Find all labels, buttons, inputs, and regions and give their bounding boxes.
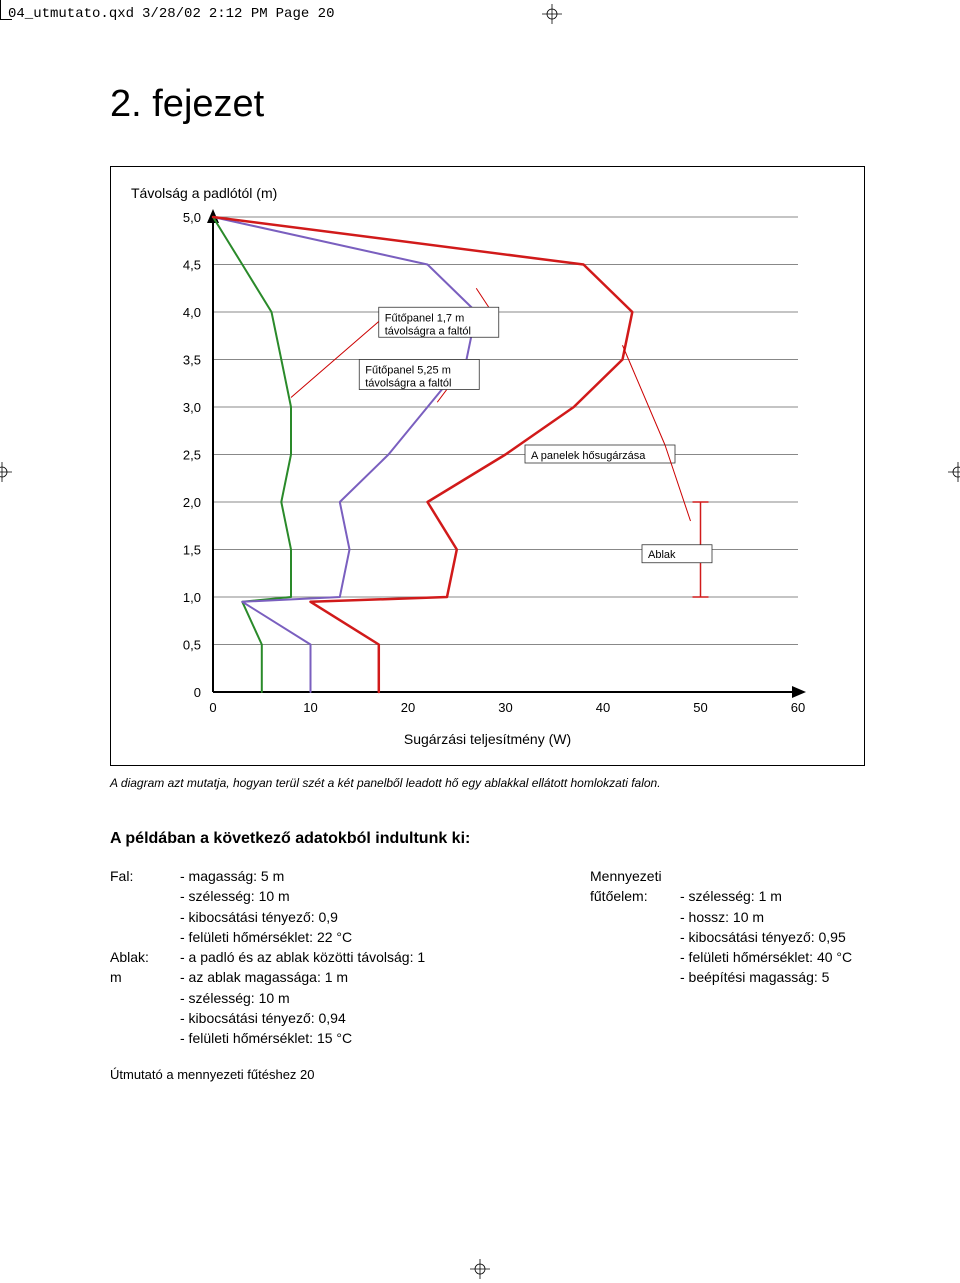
svg-text:5,0: 5,0 bbox=[182, 210, 200, 225]
header-time: 2:12 PM bbox=[209, 6, 268, 22]
svg-text:0,5: 0,5 bbox=[182, 638, 200, 653]
svg-text:Fűtőpanel 1,7 m: Fűtőpanel 1,7 m bbox=[384, 312, 464, 324]
svg-text:távolságra a faltól: távolságra a faltól bbox=[384, 325, 470, 337]
svg-text:4,0: 4,0 bbox=[182, 305, 200, 320]
fal-value-1: - magasság: 5 m bbox=[180, 866, 540, 886]
svg-text:1,5: 1,5 bbox=[182, 543, 200, 558]
svg-text:1,0: 1,0 bbox=[182, 590, 200, 605]
menny-label: Mennyezeti bbox=[590, 866, 680, 886]
svg-text:20: 20 bbox=[400, 700, 414, 715]
svg-text:3,5: 3,5 bbox=[182, 353, 200, 368]
fal-label: Fal: bbox=[110, 866, 180, 886]
r-value-1: - szélesség: 1 m bbox=[680, 886, 865, 906]
registration-mark-bottom bbox=[470, 1259, 490, 1279]
m-label: m bbox=[110, 967, 180, 987]
page-content: 2. fejezet Távolság a padlótól (m) 0 10 20… bbox=[0, 83, 960, 1082]
corner-tick bbox=[0, 0, 12, 20]
svg-text:2,0: 2,0 bbox=[182, 495, 200, 510]
futo-label: fűtőelem: bbox=[590, 886, 680, 906]
ablak-label: Ablak: bbox=[110, 947, 180, 967]
svg-text:A panelek hősugárzása: A panelek hősugárzása bbox=[531, 450, 646, 462]
r-value-4: - felületi hőmérséklet: 40 °C bbox=[680, 947, 865, 967]
r-value-3: - kibocsátási tényező: 0,95 bbox=[680, 927, 865, 947]
chart-frame: Távolság a padlótól (m) 0 10 20 30 40 50 60 0 0,… bbox=[110, 166, 865, 766]
header-filename: 04_utmutato.qxd bbox=[8, 6, 134, 22]
ablak-value-5: - felületi hőmérséklet: 15 °C bbox=[180, 1028, 540, 1048]
svg-text:2,5: 2,5 bbox=[182, 448, 200, 463]
svg-text:4,5: 4,5 bbox=[182, 258, 200, 273]
r-value-5: - beépítési magasság: 5 bbox=[680, 967, 865, 987]
svg-text:60: 60 bbox=[790, 700, 804, 715]
svg-text:távolságra a faltól: távolságra a faltól bbox=[365, 378, 451, 390]
header-page: Page 20 bbox=[276, 6, 335, 22]
registration-mark-top bbox=[542, 4, 562, 24]
svg-text:0: 0 bbox=[209, 700, 216, 715]
svg-text:10: 10 bbox=[303, 700, 317, 715]
ablak-value-3: - szélesség: 10 m bbox=[180, 988, 540, 1008]
x-axis-label: Sugárzási teljesítmény (W) bbox=[131, 731, 844, 747]
example-left-column: Fal: - magasság: 5 m - szélesség: 10 m -… bbox=[110, 866, 540, 1049]
qxd-header: 04_utmutato.qxd 3/28/02 2:12 PM Page 20 bbox=[0, 0, 960, 28]
svg-text:0: 0 bbox=[193, 685, 200, 700]
svg-text:30: 30 bbox=[498, 700, 512, 715]
header-date: 3/28/02 bbox=[142, 6, 201, 22]
page-footer: Útmutató a mennyezeti fűtéshez 20 bbox=[110, 1067, 865, 1082]
fal-value-4: - felületi hőmérséklet: 22 °C bbox=[180, 927, 540, 947]
svg-text:40: 40 bbox=[595, 700, 609, 715]
example-columns: Fal: - magasság: 5 m - szélesség: 10 m -… bbox=[110, 866, 865, 1049]
example-heading: A példában a következő adatokból indultu… bbox=[110, 830, 865, 848]
svg-text:Ablak: Ablak bbox=[648, 549, 676, 561]
svg-text:3,0: 3,0 bbox=[182, 400, 200, 415]
chart-caption: A diagram azt mutatja, hogyan terül szét… bbox=[110, 776, 865, 790]
svg-text:50: 50 bbox=[693, 700, 707, 715]
y-axis-label: Távolság a padlótól (m) bbox=[131, 185, 844, 201]
fal-value-3: - kibocsátási tényező: 0,9 bbox=[180, 907, 540, 927]
ablak-value-1: - a padló és az ablak közötti távolság: … bbox=[180, 947, 540, 967]
ablak-value-2: - az ablak magassága: 1 m bbox=[180, 967, 540, 987]
svg-text:Fűtőpanel 5,25 m: Fűtőpanel 5,25 m bbox=[365, 365, 451, 377]
r-value-2: - hossz: 10 m bbox=[680, 907, 865, 927]
fal-value-2: - szélesség: 10 m bbox=[180, 886, 540, 906]
ablak-value-4: - kibocsátási tényező: 0,94 bbox=[180, 1008, 540, 1028]
registration-mark-left bbox=[0, 462, 12, 482]
chapter-title: 2. fejezet bbox=[110, 83, 865, 126]
heat-distribution-chart: 0 10 20 30 40 50 60 0 0,5 1,0 1,5 2,0 2,5 3,0 3,5 4,0 4,… bbox=[158, 207, 818, 727]
example-right-column: Mennyezeti fűtőelem: - szélesség: 1 m - … bbox=[590, 866, 865, 1049]
registration-mark-right bbox=[948, 462, 960, 482]
